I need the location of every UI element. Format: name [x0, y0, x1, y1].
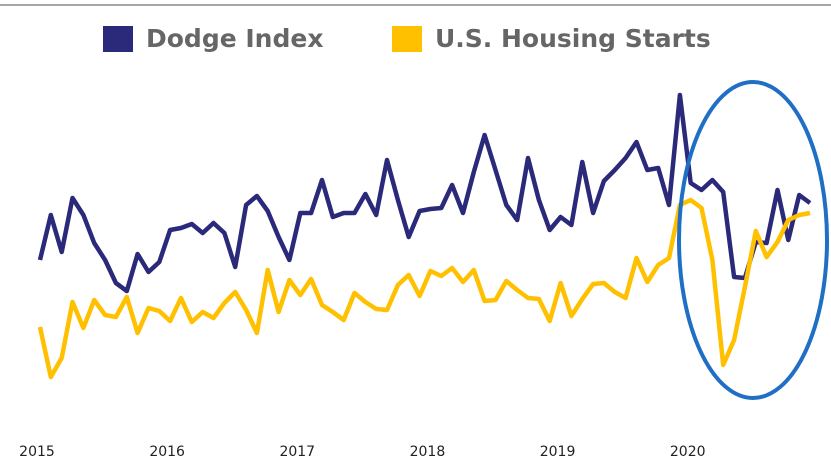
x-tick-label: 2015 [19, 444, 55, 460]
x-tick-label: 2020 [670, 444, 706, 460]
legend-swatch [392, 26, 422, 52]
legend-label: Dodge Index [146, 24, 323, 53]
x-tick-label: 2018 [410, 444, 446, 460]
x-tick-label: 2016 [149, 444, 185, 460]
x-tick-label: 2017 [279, 444, 315, 460]
series-line [37, 92, 812, 294]
legend-swatch [103, 26, 133, 52]
x-tick-label: 2019 [540, 444, 576, 460]
legend-label: U.S. Housing Starts [435, 24, 711, 53]
series-line [37, 197, 811, 380]
highlight-ellipse [677, 80, 829, 400]
